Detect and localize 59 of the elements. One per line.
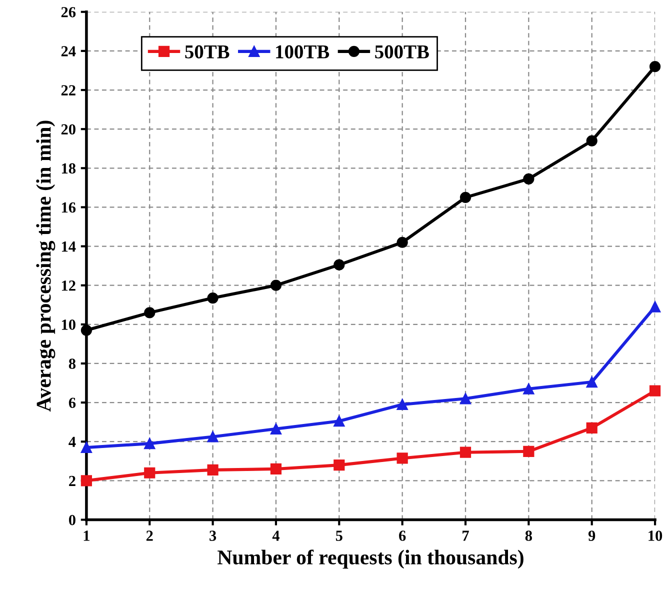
y-tick-label: 26 xyxy=(61,7,76,18)
y-axis-title: Average processing time (in min) xyxy=(36,120,56,412)
x-tick-label: 9 xyxy=(588,530,596,541)
legend-label: 50TB xyxy=(185,45,230,58)
y-tick-label: 16 xyxy=(62,202,76,213)
y-tick-label: 24 xyxy=(61,46,76,56)
point xyxy=(80,475,92,486)
point xyxy=(270,423,282,434)
legend-label: 100TB xyxy=(276,45,330,58)
point xyxy=(80,442,92,454)
y-tick-label: 18 xyxy=(62,163,76,174)
x-tick-label: 2 xyxy=(146,530,153,541)
x-tick-label: 10 xyxy=(648,530,662,541)
point xyxy=(649,61,661,72)
point xyxy=(207,292,218,304)
y-tick-label: 8 xyxy=(68,358,76,369)
point xyxy=(207,431,218,442)
x-tick-label: 3 xyxy=(210,530,216,541)
point xyxy=(586,422,598,434)
y-tick-label: 2 xyxy=(69,476,76,486)
point xyxy=(270,280,282,291)
y-tick-label: 20 xyxy=(61,124,76,135)
point xyxy=(396,236,408,248)
point xyxy=(334,259,345,270)
point xyxy=(649,301,661,312)
y-tick-label: 0 xyxy=(68,514,76,526)
point xyxy=(460,192,472,204)
y-tick-label: 14 xyxy=(62,241,76,252)
x-tick-label: 4 xyxy=(272,530,280,541)
point xyxy=(144,467,156,478)
point xyxy=(586,135,598,146)
legend-label: 500TB xyxy=(375,45,429,58)
point xyxy=(586,376,598,388)
point xyxy=(80,324,92,336)
x-tick-label: 5 xyxy=(336,530,342,541)
point xyxy=(523,446,534,457)
point xyxy=(334,460,345,471)
point xyxy=(460,446,472,458)
x-tick-label: 7 xyxy=(462,530,469,541)
y-tick-label: 6 xyxy=(68,398,76,408)
point xyxy=(334,416,345,427)
point xyxy=(396,398,408,410)
point xyxy=(649,385,661,396)
point xyxy=(523,173,534,184)
x-tick-label: 8 xyxy=(525,530,532,541)
point xyxy=(270,463,282,475)
x-tick-label: 6 xyxy=(399,530,406,541)
y-tick-label: 10 xyxy=(62,320,76,330)
y-tick-label: 22 xyxy=(61,85,76,96)
x-axis-title: Number of requests (in thousands) xyxy=(218,550,524,569)
point xyxy=(460,393,472,404)
point xyxy=(144,307,156,318)
point xyxy=(396,452,408,464)
y-tick-label: 12 xyxy=(62,280,76,291)
x-tick-label: 1 xyxy=(84,530,90,541)
y-tick-label: 4 xyxy=(68,436,76,447)
point xyxy=(207,464,218,476)
point xyxy=(523,383,534,394)
point xyxy=(144,438,156,450)
